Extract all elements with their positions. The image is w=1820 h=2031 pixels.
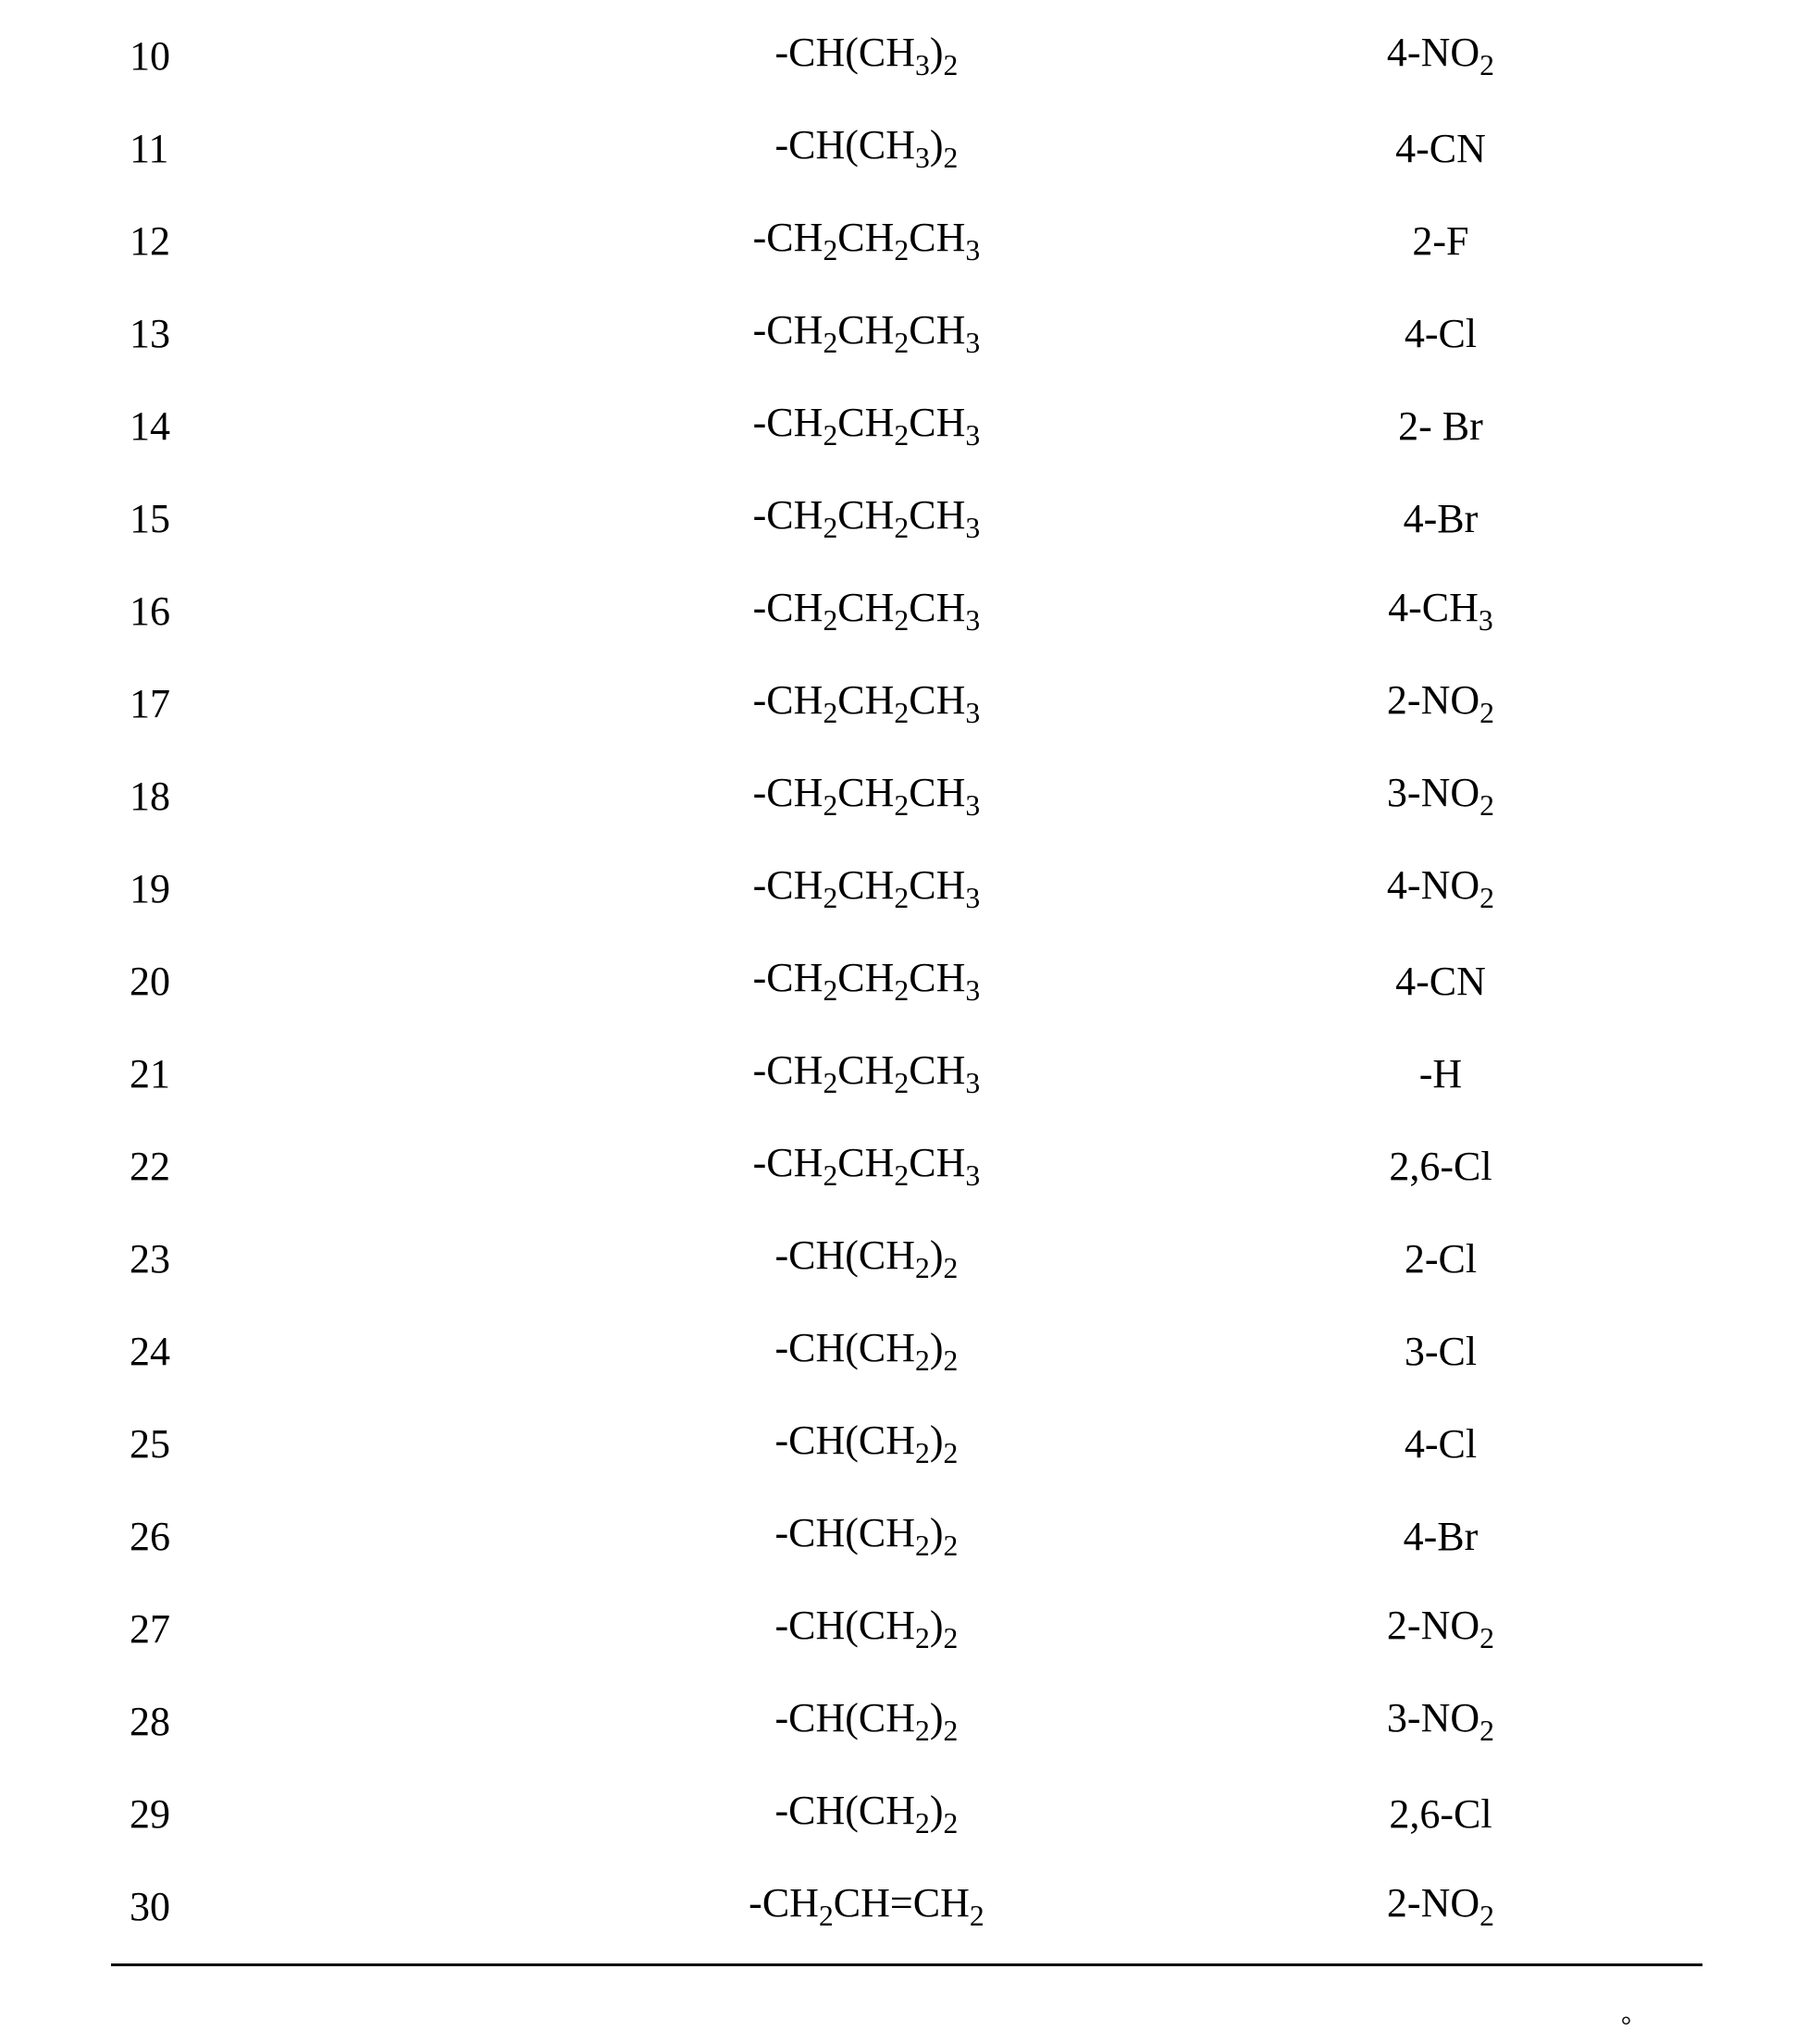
compound-index: 14 — [111, 379, 554, 472]
substituent-r2: 4-Br — [1179, 472, 1702, 564]
substituent-r2: 4-NO2 — [1179, 9, 1702, 102]
compound-index: 25 — [111, 1397, 554, 1490]
table-row: 10-CH(CH3)24-NO2 — [111, 9, 1702, 102]
substituent-r1: -CH(CH2)2 — [554, 1675, 1179, 1767]
table-row: 12-CH2CH2CH32-F — [111, 194, 1702, 287]
substituent-r1: -CH(CH3)2 — [554, 102, 1179, 194]
compound-index: 27 — [111, 1582, 554, 1675]
compound-index: 16 — [111, 564, 554, 657]
substituent-r1: -CH2CH2CH3 — [554, 842, 1179, 935]
substituent-r2: 4-Cl — [1179, 287, 1702, 379]
substituent-r2: 2-F — [1179, 194, 1702, 287]
table-row: 11-CH(CH3)24-CN — [111, 102, 1702, 194]
substituent-r2: 2-Cl — [1179, 1212, 1702, 1305]
table-row: 20-CH2CH2CH34-CN — [111, 935, 1702, 1027]
substituent-r1: -CH2CH2CH3 — [554, 564, 1179, 657]
substituent-r2: 3-Cl — [1179, 1305, 1702, 1397]
substituent-r1: -CH2CH2CH3 — [554, 935, 1179, 1027]
substituent-r1: -CH(CH2)2 — [554, 1212, 1179, 1305]
substituent-r1: -CH2CH2CH3 — [554, 287, 1179, 379]
trailing-mark: 。 — [1621, 2000, 1647, 2029]
table-row: 13-CH2CH2CH34-Cl — [111, 287, 1702, 379]
substituent-r1: -CH2CH2CH3 — [554, 749, 1179, 842]
substituent-r1: -CH(CH2)2 — [554, 1582, 1179, 1675]
compound-index: 26 — [111, 1490, 554, 1582]
substituent-r1: -CH(CH2)2 — [554, 1397, 1179, 1490]
substituent-r1: -CH2CH2CH3 — [554, 472, 1179, 564]
compound-index: 24 — [111, 1305, 554, 1397]
compound-index: 17 — [111, 657, 554, 749]
substituent-r2: 2-NO2 — [1179, 1860, 1702, 1952]
table-row: 17-CH2CH2CH32-NO2 — [111, 657, 1702, 749]
compound-index: 11 — [111, 102, 554, 194]
compound-index: 20 — [111, 935, 554, 1027]
compound-index: 12 — [111, 194, 554, 287]
table-row: 22-CH2CH2CH32,6-Cl — [111, 1120, 1702, 1212]
substituent-r1: -CH2CH=CH2 — [554, 1860, 1179, 1952]
compound-index: 23 — [111, 1212, 554, 1305]
substituent-r2: 2,6-Cl — [1179, 1120, 1702, 1212]
substituent-r2: 4-CH3 — [1179, 564, 1702, 657]
table-row: 18-CH2CH2CH33-NO2 — [111, 749, 1702, 842]
table-row: 23-CH(CH2)22-Cl — [111, 1212, 1702, 1305]
compound-index: 22 — [111, 1120, 554, 1212]
substituent-r1: -CH2CH2CH3 — [554, 194, 1179, 287]
substituent-r1: -CH2CH2CH3 — [554, 1120, 1179, 1212]
table-row: 14-CH2CH2CH32- Br — [111, 379, 1702, 472]
table-row: 21-CH2CH2CH3-H — [111, 1027, 1702, 1120]
substituent-r2: 2,6-Cl — [1179, 1767, 1702, 1860]
table-row: 16-CH2CH2CH34-CH3 — [111, 564, 1702, 657]
table-row: 27-CH(CH2)22-NO2 — [111, 1582, 1702, 1675]
table-bottom-rule — [111, 1952, 1702, 1965]
table-row: 28-CH(CH2)23-NO2 — [111, 1675, 1702, 1767]
substituent-r2: 4-CN — [1179, 102, 1702, 194]
substituent-r2: -H — [1179, 1027, 1702, 1120]
table-row: 30-CH2CH=CH22-NO2 — [111, 1860, 1702, 1952]
compound-index: 19 — [111, 842, 554, 935]
substituent-r2: 4-Br — [1179, 1490, 1702, 1582]
substituent-r2: 4-CN — [1179, 935, 1702, 1027]
table-row: 25-CH(CH2)24-Cl — [111, 1397, 1702, 1490]
page: 10-CH(CH3)24-NO211-CH(CH3)24-CN12-CH2CH2… — [0, 0, 1820, 2031]
table-row: 29-CH(CH2)22,6-Cl — [111, 1767, 1702, 1860]
substituent-r1: -CH(CH2)2 — [554, 1305, 1179, 1397]
compound-index: 10 — [111, 9, 554, 102]
table-row: 26-CH(CH2)24-Br — [111, 1490, 1702, 1582]
compound-index: 29 — [111, 1767, 554, 1860]
substituent-r2: 2-NO2 — [1179, 1582, 1702, 1675]
compound-index: 15 — [111, 472, 554, 564]
table-row: 19-CH2CH2CH34-NO2 — [111, 842, 1702, 935]
substituent-r2: 4-NO2 — [1179, 842, 1702, 935]
compound-index: 30 — [111, 1860, 554, 1952]
substituent-r1: -CH2CH2CH3 — [554, 379, 1179, 472]
substituent-r1: -CH2CH2CH3 — [554, 1027, 1179, 1120]
substituent-r2: 3-NO2 — [1179, 749, 1702, 842]
compound-index: 18 — [111, 749, 554, 842]
table-row: 24-CH(CH2)23-Cl — [111, 1305, 1702, 1397]
compound-table: 10-CH(CH3)24-NO211-CH(CH3)24-CN12-CH2CH2… — [111, 9, 1702, 1966]
compound-index: 13 — [111, 287, 554, 379]
table-body: 10-CH(CH3)24-NO211-CH(CH3)24-CN12-CH2CH2… — [111, 9, 1702, 1965]
substituent-r1: -CH(CH2)2 — [554, 1767, 1179, 1860]
substituent-r2: 3-NO2 — [1179, 1675, 1702, 1767]
compound-index: 28 — [111, 1675, 554, 1767]
table-row: 15-CH2CH2CH34-Br — [111, 472, 1702, 564]
substituent-r1: -CH(CH2)2 — [554, 1490, 1179, 1582]
substituent-r1: -CH(CH3)2 — [554, 9, 1179, 102]
substituent-r1: -CH2CH2CH3 — [554, 657, 1179, 749]
substituent-r2: 4-Cl — [1179, 1397, 1702, 1490]
compound-index: 21 — [111, 1027, 554, 1120]
trailing-mark-container: 。 — [111, 1966, 1702, 2031]
substituent-r2: 2- Br — [1179, 379, 1702, 472]
substituent-r2: 2-NO2 — [1179, 657, 1702, 749]
